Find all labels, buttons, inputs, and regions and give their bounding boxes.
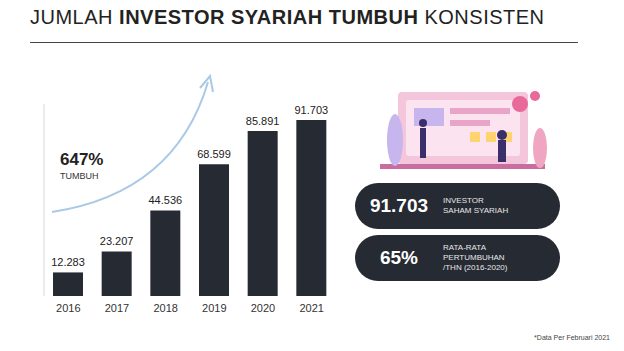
svg-text:2016: 2016 [56,302,80,314]
html-text:SAHAM SYARIAH: SAHAM SYARIAH [443,206,509,215]
html-text:*Data Per Februari 2021: *Data Per Februari 2021 [534,334,610,341]
html-text:/THN (2016-2020): /THN (2016-2020) [443,263,508,272]
html-text:RATA-RATA: RATA-RATA [443,243,486,252]
svg-text:85.891: 85.891 [246,115,280,127]
svg-text:2019: 2019 [202,302,226,314]
svg-text:2021: 2021 [299,302,323,314]
svg-text:2020: 2020 [251,302,275,314]
html-text:TUMBUH: TUMBUH [60,171,99,181]
html-text:INVESTOR: INVESTOR [443,196,484,205]
html-text:647%: 647% [60,150,104,169]
html-text:91.703: 91.703 [369,195,429,216]
svg-text:2018: 2018 [153,302,177,314]
svg-text:2017: 2017 [105,302,129,314]
html-text:65%: 65% [380,247,418,268]
html-text:JUMLAH INVESTOR SYARIAH TUMBUH: JUMLAH INVESTOR SYARIAH TUMBUH KONSISTEN [30,6,545,28]
svg-text:68.599: 68.599 [197,148,231,160]
svg-text:23.207: 23.207 [100,235,134,247]
html-text:PERTUMBUHAN: PERTUMBUHAN [443,253,505,262]
svg-text:91.703: 91.703 [295,104,329,116]
svg-text:44.536: 44.536 [149,194,183,206]
svg-text:12.283: 12.283 [51,256,85,268]
